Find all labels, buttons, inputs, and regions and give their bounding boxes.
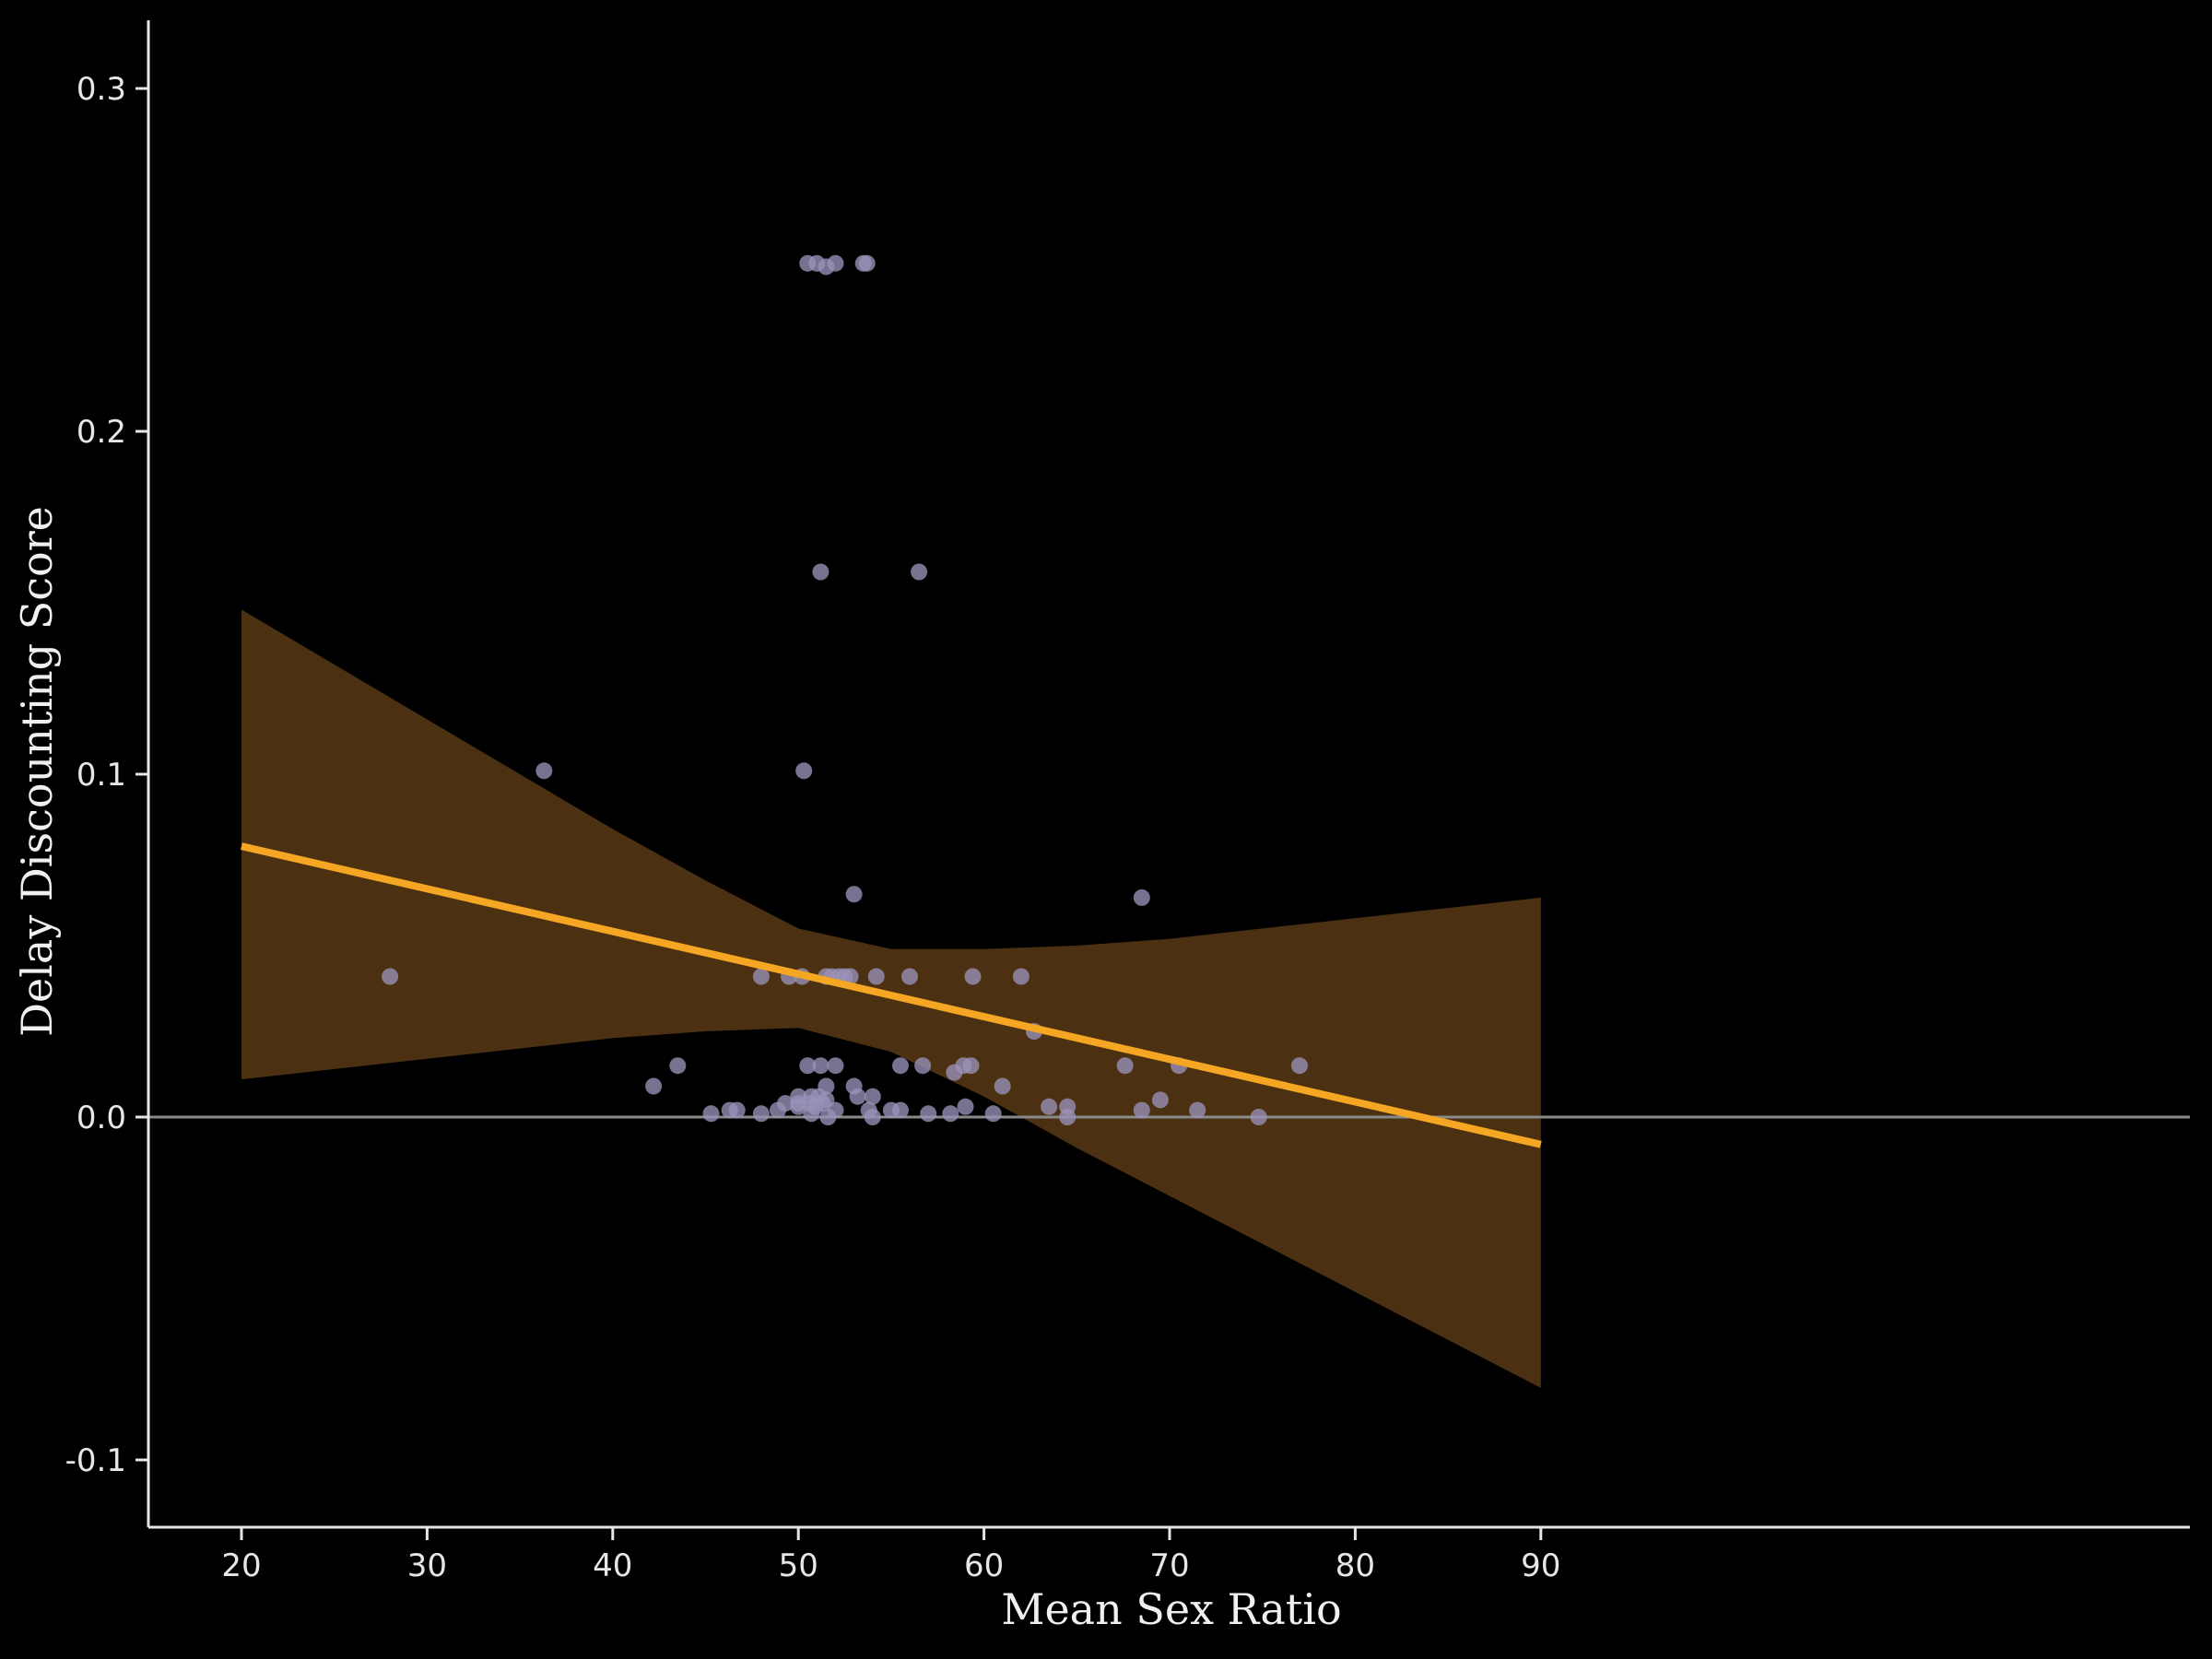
- data-point: [799, 1057, 817, 1075]
- data-point: [702, 1105, 720, 1123]
- data-point: [669, 1057, 687, 1075]
- data-point: [1012, 968, 1030, 985]
- data-point: [645, 1077, 663, 1095]
- data-point: [864, 1109, 881, 1125]
- fit-line-layer: [241, 842, 1542, 1148]
- data-point: [957, 1098, 974, 1115]
- data-point: [911, 563, 928, 581]
- data-point: [812, 563, 830, 581]
- y-tick-label: -0.1: [65, 1442, 126, 1479]
- y-tick-label: 0.3: [76, 71, 126, 108]
- data-point: [812, 1057, 830, 1075]
- data-point: [752, 968, 770, 985]
- data-point: [795, 762, 813, 780]
- y-axis-title: Delay Discounting Score: [12, 506, 62, 1037]
- data-point: [892, 1101, 909, 1119]
- data-point: [867, 968, 885, 985]
- data-point: [535, 762, 553, 780]
- data-point: [845, 886, 863, 903]
- x-tick-label: 70: [1149, 1547, 1189, 1584]
- x-tick-label: 30: [407, 1547, 447, 1584]
- data-point: [1151, 1091, 1169, 1109]
- data-point: [382, 968, 399, 985]
- x-tick-label: 40: [593, 1547, 632, 1584]
- data-point: [1041, 1098, 1058, 1115]
- y-tick-label: 0.0: [76, 1100, 126, 1136]
- data-point: [864, 1088, 881, 1105]
- data-point: [849, 1088, 866, 1105]
- data-point: [914, 1057, 932, 1075]
- data-point: [901, 968, 918, 985]
- data-point: [728, 1101, 746, 1119]
- x-tick-label: 80: [1335, 1547, 1375, 1584]
- data-point: [858, 254, 876, 272]
- data-point: [964, 968, 982, 985]
- data-point: [984, 1105, 1002, 1123]
- x-tick-label: 20: [221, 1547, 261, 1584]
- data-point: [942, 1105, 959, 1123]
- fit-line: [241, 842, 1542, 1148]
- data-point: [920, 1105, 937, 1123]
- data-point: [827, 254, 844, 272]
- data-point: [994, 1077, 1011, 1095]
- data-points-layer: [382, 254, 1308, 1125]
- x-tick-label: 50: [779, 1547, 818, 1584]
- data-point: [1133, 888, 1150, 906]
- data-point: [1291, 1057, 1308, 1075]
- data-point: [1116, 1057, 1134, 1075]
- data-point: [752, 1105, 770, 1123]
- data-point: [962, 1057, 980, 1075]
- y-tick-label: 0.2: [76, 414, 126, 451]
- data-point: [818, 1077, 835, 1095]
- data-point: [841, 968, 859, 985]
- x-tick-label: 60: [964, 1547, 1004, 1584]
- data-point: [1250, 1109, 1267, 1125]
- data-point: [777, 1095, 794, 1112]
- data-point: [892, 1057, 909, 1075]
- axes-layer: 20 30 40 50 60 70 80 90 -0.1 0.0 0.1 0.2 0.3: [65, 20, 2190, 1584]
- data-point: [1133, 1101, 1150, 1119]
- y-tick-label: 0.1: [76, 757, 126, 794]
- data-point: [827, 1057, 844, 1075]
- x-axis-title: Mean Sex Ratio: [1001, 1584, 1341, 1634]
- data-point: [1059, 1109, 1077, 1125]
- x-tick-label: 90: [1521, 1547, 1560, 1584]
- data-point: [827, 1101, 844, 1119]
- data-point: [1189, 1101, 1206, 1119]
